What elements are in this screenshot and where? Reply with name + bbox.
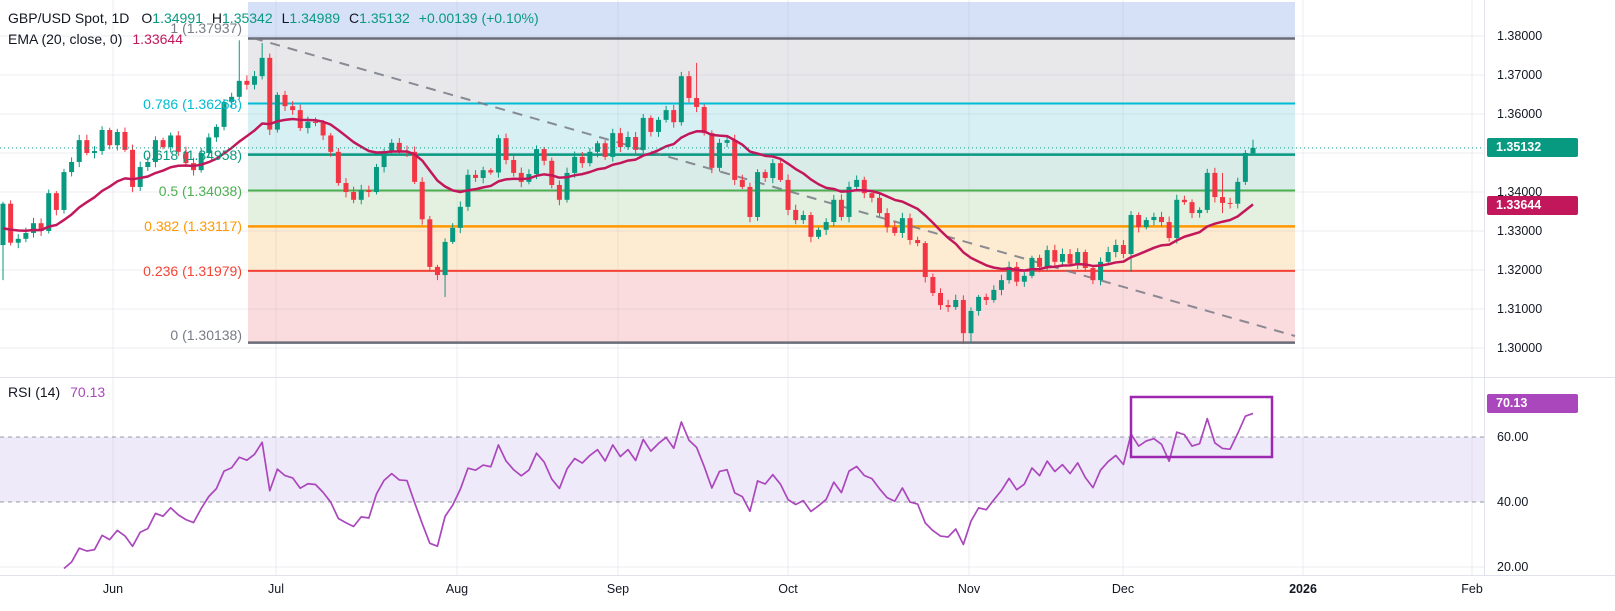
price-axis-separator bbox=[1484, 0, 1485, 575]
price-pane-chart[interactable] bbox=[0, 0, 1484, 377]
rsi-legend-value: 70.13 bbox=[70, 384, 106, 400]
ema-legend-row[interactable]: EMA (20, close, 0) 1.33644 bbox=[8, 31, 183, 47]
symbol-title: GBP/USD Spot, 1D bbox=[8, 10, 130, 26]
fib-label-6: 0 (1.30138) bbox=[170, 326, 242, 343]
ohlc-h-value: H1.35342 bbox=[211, 10, 273, 26]
fib-label-5: 0.236 (1.31979) bbox=[143, 262, 242, 279]
time-axis-label-dec: Dec bbox=[1111, 582, 1135, 596]
time-axis-separator bbox=[0, 575, 1615, 576]
time-axis-label-jun: Jun bbox=[102, 582, 124, 596]
price-axis-label: 1.30000 bbox=[1497, 341, 1543, 355]
price-axis-label: 1.32000 bbox=[1497, 263, 1543, 277]
fib-label-0: 1 (1.37937) bbox=[170, 20, 242, 37]
fib-label-2: 0.618 (1.34958) bbox=[143, 146, 242, 163]
time-axis-label-aug: Aug bbox=[445, 582, 469, 596]
symbol-legend-row[interactable]: GBP/USD Spot, 1D O1.34991 H1.35342 L1.34989… bbox=[8, 10, 539, 26]
price-axis-label: 1.36000 bbox=[1497, 107, 1543, 121]
time-axis-label-feb: Feb bbox=[1461, 582, 1483, 596]
rsi-value-badge: 70.13 bbox=[1487, 394, 1578, 414]
rsi-legend-row[interactable]: RSI (14) 70.13 bbox=[8, 384, 105, 400]
time-axis-label-nov: Nov bbox=[957, 582, 981, 596]
ema-value-badge: 1.33644 bbox=[1487, 195, 1578, 215]
ohlc-values: O1.34991 H1.35342 L1.34989 C1.35132 bbox=[141, 10, 418, 26]
time-axis-label-2026: 2026 bbox=[1289, 582, 1317, 596]
price-axis-label: 1.33000 bbox=[1497, 224, 1543, 238]
ohlc-l-value: L1.34989 bbox=[281, 10, 341, 26]
time-axis-label-jul: Jul bbox=[268, 582, 284, 596]
ohlc-c-value: C1.35132 bbox=[349, 10, 410, 26]
time-axis-label-sep: Sep bbox=[606, 582, 630, 596]
rsi-legend-label: RSI (14) bbox=[8, 384, 61, 400]
fib-label-1: 0.786 (1.36268) bbox=[143, 95, 242, 112]
rsi-axis-label: 40.00 bbox=[1497, 495, 1529, 509]
pane-separator[interactable] bbox=[0, 377, 1615, 378]
rsi-axis-label: 20.00 bbox=[1497, 560, 1529, 574]
price-axis-label: 1.38000 bbox=[1497, 29, 1543, 43]
last-price-badge: 1.35132 bbox=[1487, 137, 1578, 157]
time-axis-label-oct: Oct bbox=[778, 582, 798, 596]
ema-legend-value: 1.33644 bbox=[132, 31, 183, 47]
rsi-axis-label: 60.00 bbox=[1497, 430, 1529, 444]
rsi-pane-chart[interactable] bbox=[0, 377, 1484, 575]
fib-label-4: 0.382 (1.33117) bbox=[144, 218, 242, 235]
fib-label-3: 0.5 (1.34038) bbox=[158, 182, 242, 199]
price-axis-label: 1.37000 bbox=[1497, 68, 1543, 82]
change-value: +0.00139 (+0.10%) bbox=[418, 10, 539, 26]
price-axis-label: 1.31000 bbox=[1497, 302, 1543, 316]
price-axis-label: 1.34000 bbox=[1497, 185, 1543, 199]
ohlc-o-value: O1.34991 bbox=[141, 10, 203, 26]
ema-legend-label: EMA (20, close, 0) bbox=[8, 31, 123, 47]
